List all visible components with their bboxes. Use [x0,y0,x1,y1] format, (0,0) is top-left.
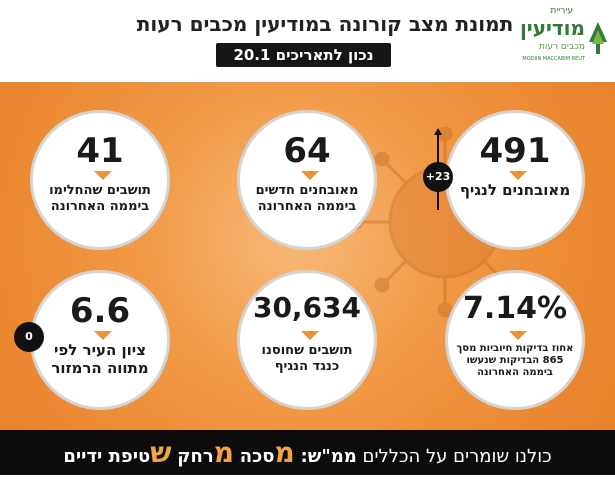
footer-item-distance: מרחק [177,436,234,469]
stats-board: 491 מאובחנים לנגיף +23 64 מאובחנים חדשים… [0,82,615,430]
stat-label: מאובחנים חדשים ביממה האחרונה [255,183,359,214]
stat-vaccinated: 30,634 תושבים שחוסנו כנגד הנגיף [237,270,377,410]
stat-city-score: 6.6 ציון העיר לפי מתווה הרמזור [30,270,170,410]
logo-en-text: MODIIN MACCABIM REUT [522,56,585,62]
pointer-triangle-icon [94,171,112,180]
stat-label: אחוז בדיקות חיוביות מסך 865 הבדיקות שנעש… [456,343,574,378]
stat-positive-rate: 7.14% אחוז בדיקות חיוביות מסך 865 הבדיקו… [445,270,585,410]
footer-item-mask: מסכה [239,436,295,469]
pointer-triangle-icon [301,171,319,180]
footer-item-handwash: שטיפת ידיים [63,436,172,469]
stat-value: 6.6 [69,291,131,331]
stat-label: תושבים שהחלימו ביממה האחרונה [49,183,151,214]
score-change-badge: 0 [14,322,44,352]
increase-badge: +23 [423,162,453,192]
date-label: נכון לתאריכים 20.1 [216,43,391,67]
footer-mmsh: ממ"ש: [300,446,357,467]
page-title: תמונת מצב קורונה במודיעין מכבים רעות [136,12,514,36]
stat-diagnosed-total: 491 מאובחנים לנגיף [445,110,585,250]
city-logo[interactable]: עיריית מודיעין מכבים רעות MODIIN MACCABI… [519,6,609,72]
logo-top-text: עיריית [550,6,573,16]
footer-rules: כולנו שומרים על הכללים ממ"ש: מסכה מרחק ש… [0,430,615,475]
stat-recovered: 41 תושבים שהחלימו ביממה האחרונה [30,110,170,250]
logo-sub-text: מכבים רעות [538,42,585,52]
stat-value: 64 [283,131,331,171]
stat-value: 41 [76,131,124,171]
increase-arrow-icon [434,128,442,135]
pointer-triangle-icon [94,331,112,340]
virus-background-icon [348,126,542,318]
stat-new-diagnosed: 64 מאובחנים חדשים ביממה האחרונה [237,110,377,250]
stat-value: 491 [479,131,551,171]
logo-main-text: מודיעין [519,16,585,40]
pointer-triangle-icon [509,331,527,340]
pointer-triangle-icon [509,171,527,180]
stat-label: ציון העיר לפי מתווה הרמזור [51,341,149,377]
stat-value: 30,634 [252,291,362,324]
stat-label: מאובחנים לנגיף [459,181,571,199]
stat-label: תושבים שחוסנו כנגד הנגיף [261,343,353,374]
logo-mark-icon [589,22,607,54]
footer-intro: כולנו שומרים על הכללים [362,446,552,467]
stat-value: 7.14% [462,291,568,326]
header: עיריית מודיעין מכבים רעות MODIIN MACCABI… [0,0,615,82]
pointer-triangle-icon [301,331,319,340]
